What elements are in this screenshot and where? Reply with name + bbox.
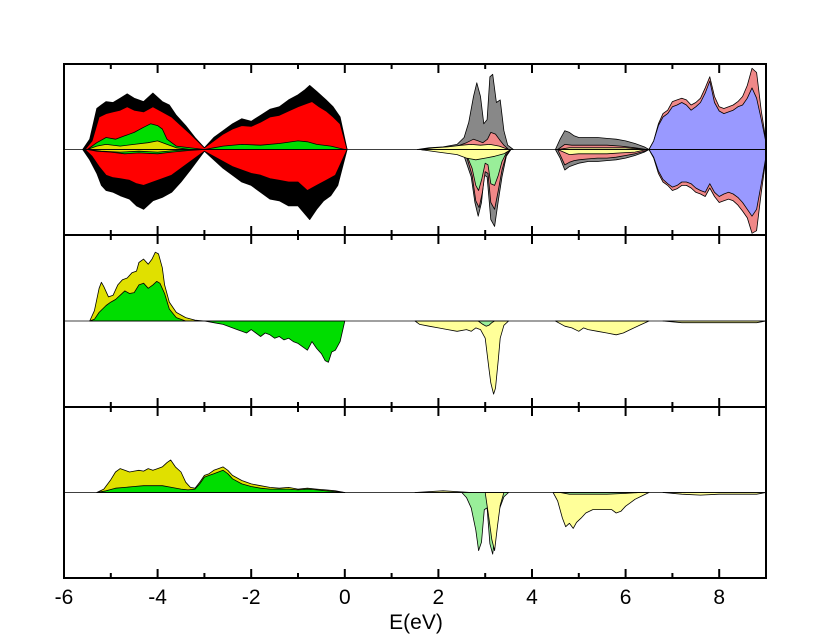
dos-series-blue-up bbox=[648, 80, 767, 150]
dos-series-green-up bbox=[89, 281, 187, 322]
x-tick-label: -2 bbox=[242, 586, 261, 609]
dos-series-red-down bbox=[84, 149, 348, 191]
dos-series-gray-up bbox=[416, 73, 514, 150]
dos-series-blue-down bbox=[648, 149, 767, 217]
dos-series-lightyellow-down bbox=[555, 320, 650, 336]
dos-series-green-up bbox=[96, 469, 346, 493]
x-tick-label: 8 bbox=[713, 586, 725, 609]
dos-series-lightyellow-up bbox=[419, 144, 509, 150]
panel-frame bbox=[63, 406, 767, 579]
panel-3 bbox=[64, 459, 767, 555]
x-tick-label: -4 bbox=[148, 586, 167, 609]
x-tick-label: 6 bbox=[620, 586, 632, 609]
dos-series-lightyellow-down bbox=[414, 320, 509, 395]
dos-series-lightyellow-down bbox=[552, 492, 650, 529]
x-tick-label: 0 bbox=[339, 586, 351, 609]
panels-layer bbox=[64, 67, 767, 555]
dos-series-yellow-up bbox=[87, 140, 191, 150]
x-tick-label: 4 bbox=[526, 586, 538, 609]
axes-layer: -6 -4 -2 0 2 4 6 8 bbox=[55, 63, 767, 609]
panel-1 bbox=[64, 67, 767, 234]
dos-series-lightyellow-down bbox=[484, 492, 505, 551]
x-tick-label: -6 bbox=[55, 586, 74, 609]
dos-series-green-down bbox=[204, 320, 346, 363]
x-tick-label: 2 bbox=[433, 586, 445, 609]
dos-series-lightyellow-down bbox=[419, 149, 512, 161]
dos-series-lightyellow-down bbox=[557, 149, 648, 155]
panel-2 bbox=[64, 251, 767, 395]
x-axis-label: E(eV) bbox=[389, 611, 443, 634]
